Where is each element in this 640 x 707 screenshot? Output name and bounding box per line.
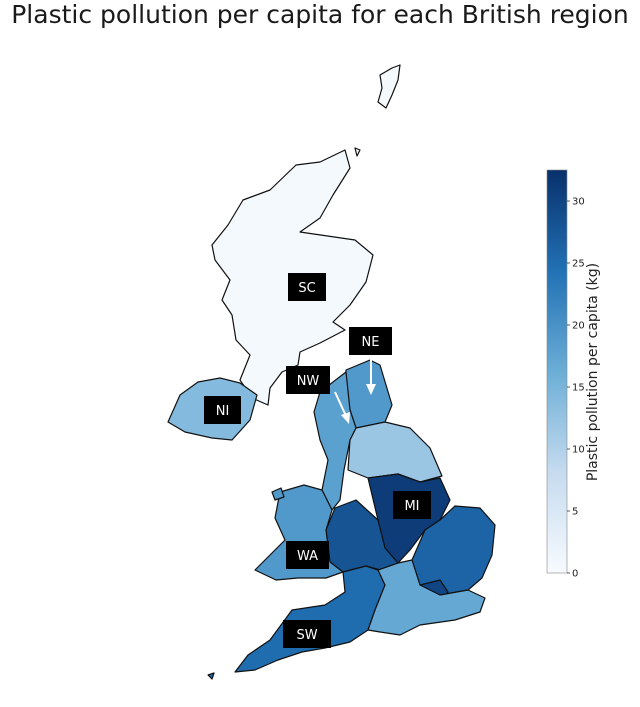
chart-title: Plastic pollution per capita for each Br…: [11, 0, 629, 29]
svg-text:SC: SC: [298, 281, 315, 296]
colorbar-tick-label: 0: [572, 569, 578, 580]
colorbar-tick-label: 15: [572, 383, 585, 394]
colorbar-tick-label: 10: [572, 445, 585, 456]
colorbar-tick-label: 5: [572, 507, 578, 518]
label-MI: MI: [393, 491, 431, 519]
region-WA-anglesey: [271, 487, 285, 501]
svg-text:NE: NE: [362, 335, 380, 350]
svg-text:WA: WA: [297, 549, 318, 564]
region-SW-scilly: [207, 672, 215, 680]
arrow-NW: [334, 391, 350, 424]
colorbar-ticks: 0 5 10 15 20 25 30: [567, 197, 585, 580]
label-SW: SW: [283, 620, 331, 648]
label-NI: NI: [204, 396, 241, 424]
colorbar-tick-label: 30: [572, 197, 585, 208]
region-SE: [367, 559, 486, 636]
svg-text:SW: SW: [296, 628, 317, 643]
label-NE: NE: [349, 327, 392, 355]
svg-text:NW: NW: [297, 374, 320, 389]
region-NW: [313, 371, 357, 511]
region-SW: [234, 565, 386, 673]
region-YH: [347, 421, 443, 483]
arrow-NE: [366, 355, 376, 395]
colorbar: 0 5 10 15 20 25 30 Plastic pollution per capit…: [546, 169, 601, 580]
svg-text:NI: NI: [216, 404, 230, 419]
region-SC-shetland: [377, 64, 401, 109]
colorbar-tick-label: 25: [572, 259, 585, 270]
label-NW: NW: [286, 366, 330, 394]
svg-text:MI: MI: [404, 499, 419, 514]
region-SC-island-1: [354, 147, 361, 157]
label-WA: WA: [286, 541, 329, 569]
colorbar-label: Plastic pollution per capita (kg): [585, 263, 601, 481]
label-SC: SC: [288, 273, 326, 301]
colorbar-tick-label: 20: [572, 321, 585, 332]
